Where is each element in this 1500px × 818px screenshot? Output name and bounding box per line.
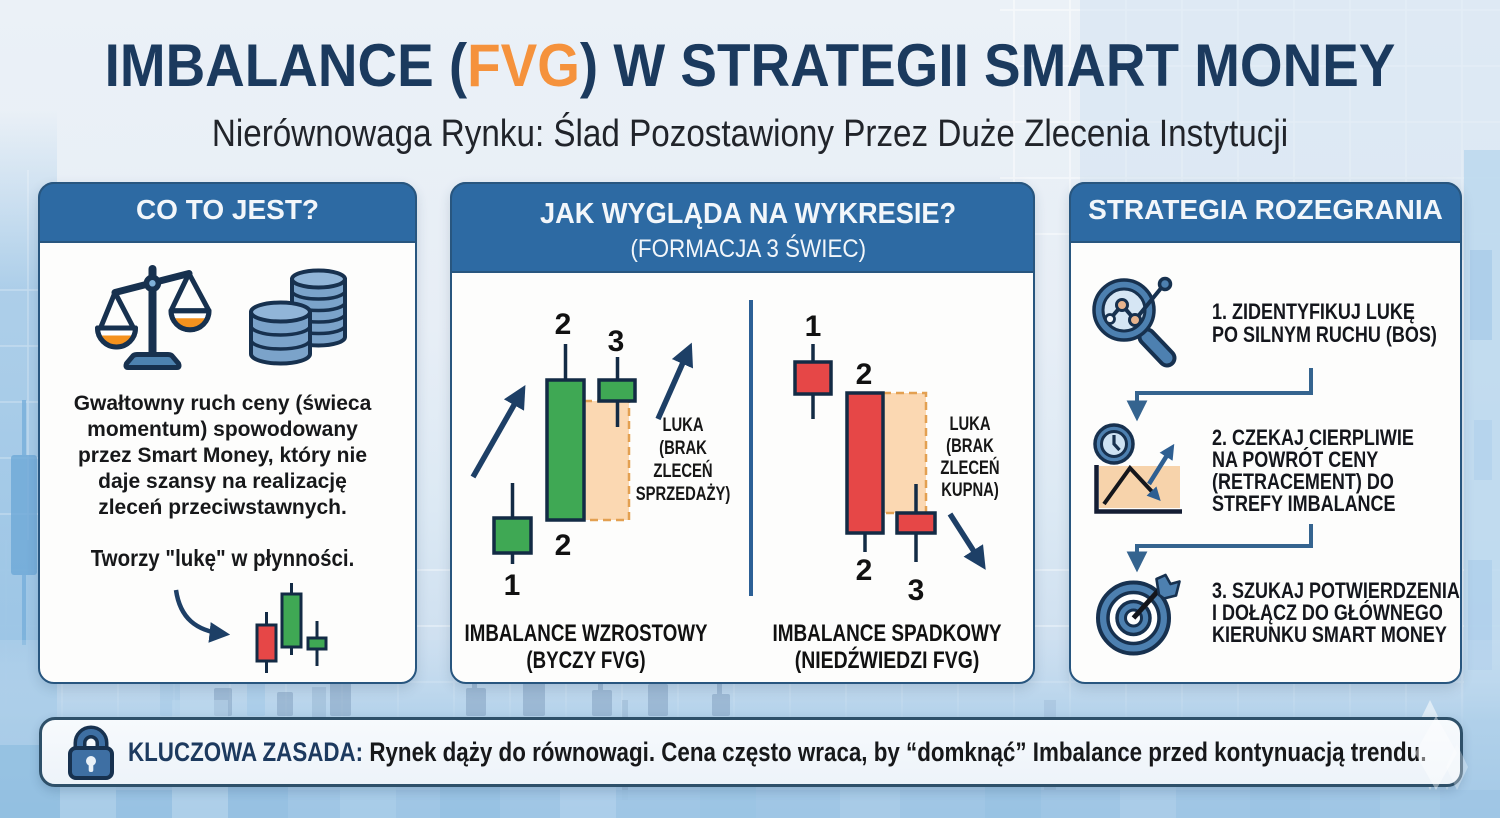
svg-text:LUKA: LUKA [949,412,991,435]
svg-text:(BRAK: (BRAK [946,434,994,457]
svg-text:PO SILNYM RUCHU (BOS): PO SILNYM RUCHU (BOS) [1212,323,1437,347]
svg-text:KUPNA): KUPNA) [941,478,999,501]
svg-text:LUKA: LUKA [662,413,704,436]
svg-text:3: 3 [908,574,925,607]
svg-text:1: 1 [504,569,521,602]
svg-text:KIERUNKU SMART MONEY: KIERUNKU SMART MONEY [1212,623,1447,647]
svg-text:(NIEDŹWIEDZI FVG): (NIEDŹWIEDZI FVG) [795,646,980,673]
svg-text:2: 2 [856,554,873,587]
svg-text:1. ZIDENTYFIKUJ LUKĘ: 1. ZIDENTYFIKUJ LUKĘ [1212,300,1415,324]
svg-text:ZLECEŃ: ZLECEŃ [653,459,712,482]
svg-text:(RETRACEMENT) DO: (RETRACEMENT) DO [1212,470,1394,494]
svg-text:2: 2 [856,358,873,391]
svg-text:NA POWRÓT CENY: NA POWRÓT CENY [1212,446,1379,473]
svg-text:(BRAK: (BRAK [659,436,707,459]
svg-text:IMBALANCE SPADKOWY: IMBALANCE SPADKOWY [772,619,1002,647]
svg-text:1: 1 [805,310,822,343]
svg-text:ZLECEŃ: ZLECEŃ [940,456,999,479]
svg-text:SPRZEDAŻY): SPRZEDAŻY) [636,482,731,505]
svg-text:3: 3 [608,325,625,358]
svg-text:(BYCZY FVG): (BYCZY FVG) [526,647,645,674]
svg-text:2: 2 [555,308,572,341]
svg-text:STREFY IMBALANCE: STREFY IMBALANCE [1212,492,1396,516]
svg-text:2: 2 [555,529,572,562]
svg-text:2. CZEKAJ CIERPLIWIE: 2. CZEKAJ CIERPLIWIE [1212,426,1414,450]
svg-text:3. SZUKAJ POTWIERDZENIA: 3. SZUKAJ POTWIERDZENIA [1212,579,1460,603]
svg-text:I DOŁĄCZ DO GŁÓWNEGO: I DOŁĄCZ DO GŁÓWNEGO [1212,599,1443,626]
svg-text:IMBALANCE WZROSTOWY: IMBALANCE WZROSTOWY [465,620,708,647]
